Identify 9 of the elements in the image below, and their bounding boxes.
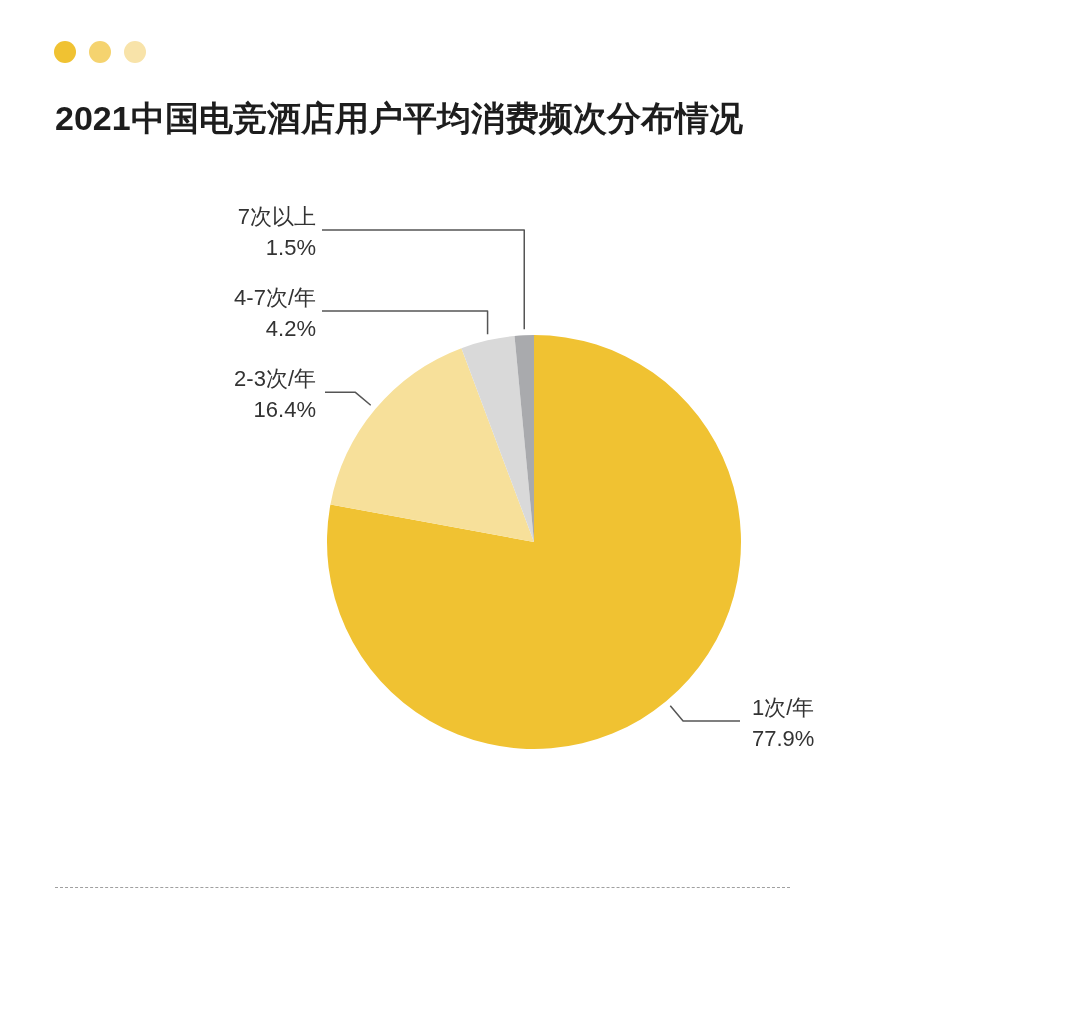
chart-title: 2021中国电竞酒店用户平均消费频次分布情况: [55, 98, 743, 139]
slice-label: 4-7次/年: [234, 285, 316, 311]
data-label: 4.2%: [265, 316, 316, 342]
data-label: 16.4%: [253, 397, 316, 423]
data-label: 1.5%: [265, 235, 316, 261]
slice-label: 2-3次/年: [234, 366, 316, 392]
data-label: 77.9%: [752, 726, 815, 752]
slice-label: 7次以上: [237, 204, 316, 230]
slice-label: 1次/年: [752, 695, 815, 721]
